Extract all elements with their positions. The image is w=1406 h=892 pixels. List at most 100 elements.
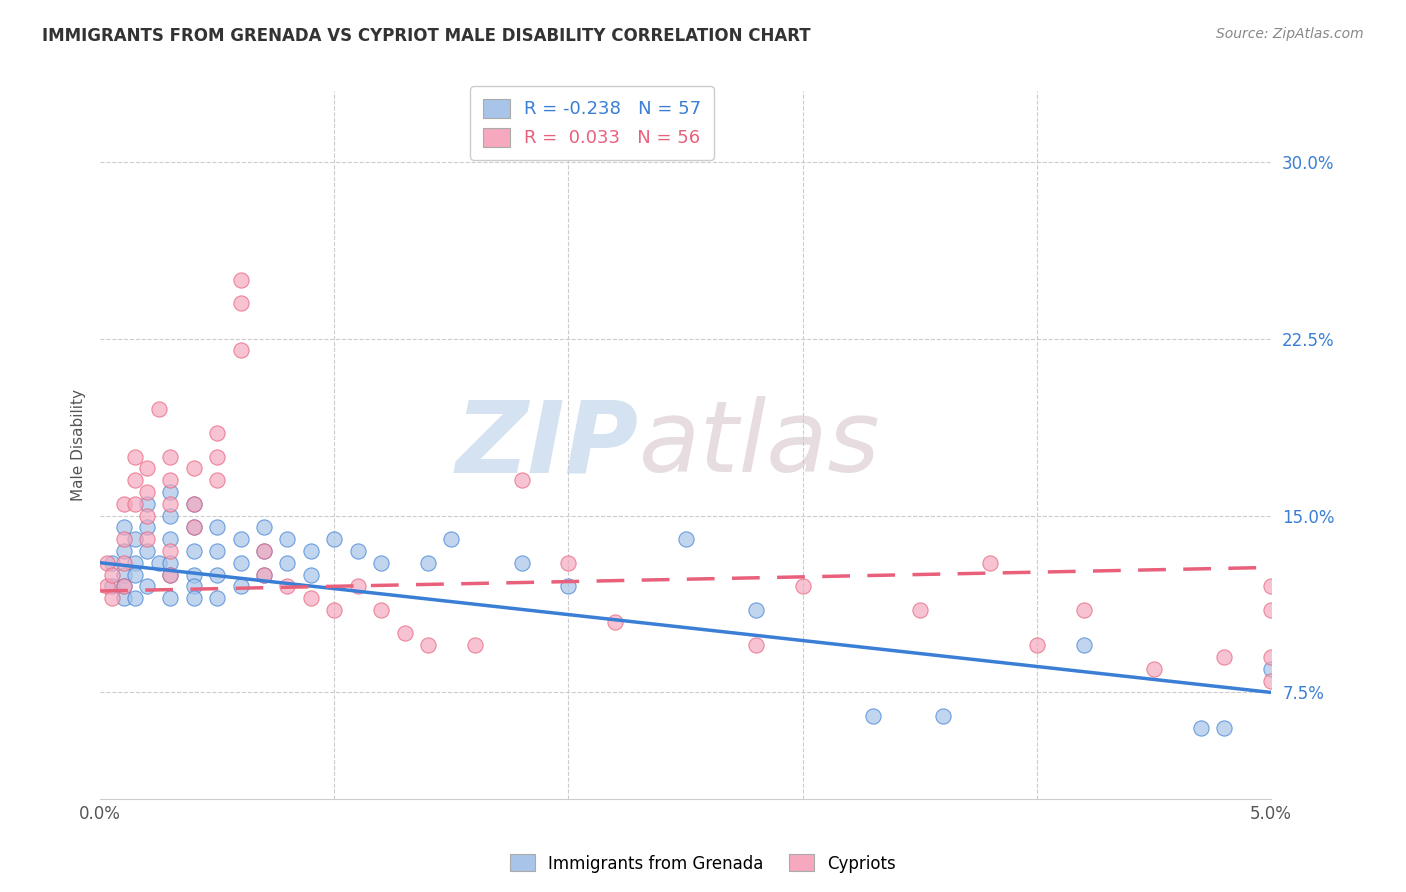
Point [229,296,252,310]
Point [159,508,181,523]
Point [159,450,181,464]
Point [346,544,368,558]
Point [183,520,205,534]
Text: ZIP: ZIP [456,396,638,493]
Point [464,638,486,652]
Point [112,556,135,570]
Point [862,709,884,723]
Point [1260,650,1282,665]
Point [183,579,205,593]
Point [112,567,135,582]
Point [229,343,252,358]
Point [205,473,228,487]
Point [253,520,276,534]
Point [510,473,533,487]
Point [908,603,931,617]
Legend: Immigrants from Grenada, Cypriots: Immigrants from Grenada, Cypriots [503,847,903,880]
Point [253,544,276,558]
Point [1260,662,1282,676]
Point [1213,721,1236,735]
Point [124,556,146,570]
Point [159,497,181,511]
Point [416,638,439,652]
Point [159,591,181,606]
Point [932,709,955,723]
Point [1073,603,1095,617]
Point [440,532,463,546]
Point [370,556,392,570]
Y-axis label: Male Disability: Male Disability [72,389,86,500]
Point [979,556,1001,570]
Point [96,556,118,570]
Point [299,591,322,606]
Point [1025,638,1047,652]
Point [745,603,768,617]
Point [124,497,146,511]
Point [183,591,205,606]
Point [112,520,135,534]
Point [159,567,181,582]
Legend: R = -0.238   N = 57, R =  0.033   N = 56: R = -0.238 N = 57, R = 0.033 N = 56 [470,86,714,160]
Point [792,579,814,593]
Point [136,520,159,534]
Point [136,544,159,558]
Point [323,532,346,546]
Point [1073,638,1095,652]
Point [159,532,181,546]
Point [124,591,146,606]
Point [183,461,205,475]
Point [253,544,276,558]
Point [205,520,228,534]
Point [159,485,181,500]
Point [394,626,416,640]
Point [148,556,170,570]
Point [370,603,392,617]
Point [101,591,124,606]
Point [1189,721,1212,735]
Point [1213,650,1236,665]
Point [124,473,146,487]
Point [276,579,298,593]
Point [159,544,181,558]
Point [183,497,205,511]
Point [112,591,135,606]
Point [136,579,159,593]
Point [112,579,135,593]
Point [183,544,205,558]
Point [1260,579,1282,593]
Point [112,579,135,593]
Point [96,579,118,593]
Point [510,556,533,570]
Point [675,532,697,546]
Text: Source: ZipAtlas.com: Source: ZipAtlas.com [1216,27,1364,41]
Point [416,556,439,570]
Point [276,556,298,570]
Point [299,544,322,558]
Point [229,532,252,546]
Point [1260,673,1282,688]
Point [253,567,276,582]
Point [183,567,205,582]
Point [205,544,228,558]
Text: IMMIGRANTS FROM GRENADA VS CYPRIOT MALE DISABILITY CORRELATION CHART: IMMIGRANTS FROM GRENADA VS CYPRIOT MALE … [42,27,811,45]
Point [229,273,252,287]
Point [745,638,768,652]
Point [323,603,346,617]
Point [1143,662,1166,676]
Point [183,497,205,511]
Point [112,544,135,558]
Point [557,556,579,570]
Point [136,485,159,500]
Point [148,402,170,417]
Point [124,532,146,546]
Point [159,473,181,487]
Point [112,497,135,511]
Point [101,556,124,570]
Point [346,579,368,593]
Text: atlas: atlas [638,396,880,493]
Point [276,532,298,546]
Point [229,579,252,593]
Point [557,579,579,593]
Point [101,567,124,582]
Point [299,567,322,582]
